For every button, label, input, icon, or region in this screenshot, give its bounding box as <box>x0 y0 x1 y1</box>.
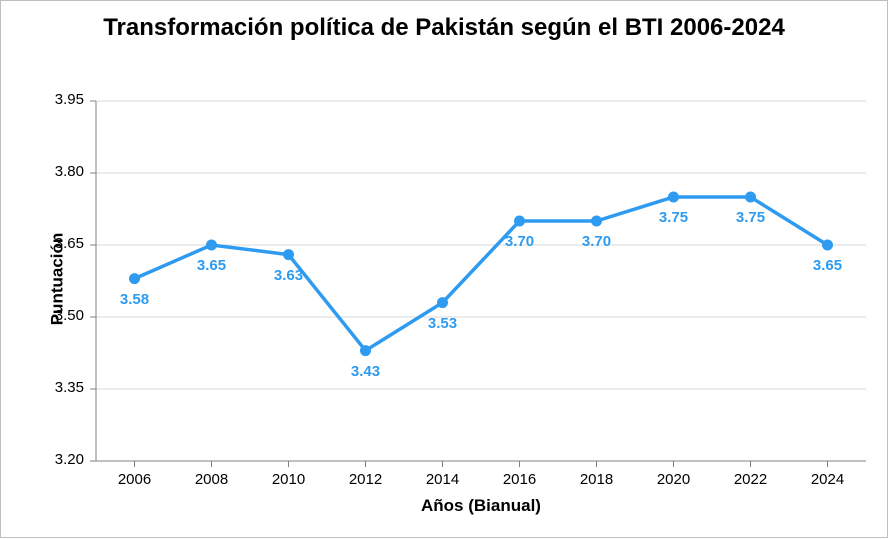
y-tick-label: 3.20 <box>55 451 84 468</box>
x-tick-label: 2012 <box>336 471 396 488</box>
data-label: 3.53 <box>418 315 468 332</box>
data-label: 3.75 <box>649 209 699 226</box>
data-label: 3.63 <box>264 267 314 284</box>
chart-container: Transformación política de Pakistán segú… <box>0 0 888 538</box>
data-label: 3.70 <box>572 233 622 250</box>
y-tick-label: 3.80 <box>55 163 84 180</box>
x-tick-label: 2024 <box>798 471 858 488</box>
data-label: 3.43 <box>341 363 391 380</box>
x-tick-label: 2010 <box>259 471 319 488</box>
x-axis-title: Años (Bianual) <box>96 496 866 516</box>
y-tick-label: 3.50 <box>55 307 84 324</box>
x-tick-label: 2022 <box>721 471 781 488</box>
data-label: 3.70 <box>495 233 545 250</box>
x-tick-label: 2008 <box>182 471 242 488</box>
data-label: 3.75 <box>726 209 776 226</box>
plot-svg <box>1 1 888 539</box>
x-tick-label: 2018 <box>567 471 627 488</box>
data-label: 3.65 <box>187 257 237 274</box>
data-label: 3.65 <box>803 257 853 274</box>
y-tick-label: 3.35 <box>55 379 84 396</box>
x-tick-label: 2020 <box>644 471 704 488</box>
data-label: 3.58 <box>110 291 160 308</box>
x-tick-label: 2016 <box>490 471 550 488</box>
y-tick-label: 3.95 <box>55 91 84 108</box>
y-tick-label: 3.65 <box>55 235 84 252</box>
x-tick-label: 2006 <box>105 471 165 488</box>
x-tick-label: 2014 <box>413 471 473 488</box>
